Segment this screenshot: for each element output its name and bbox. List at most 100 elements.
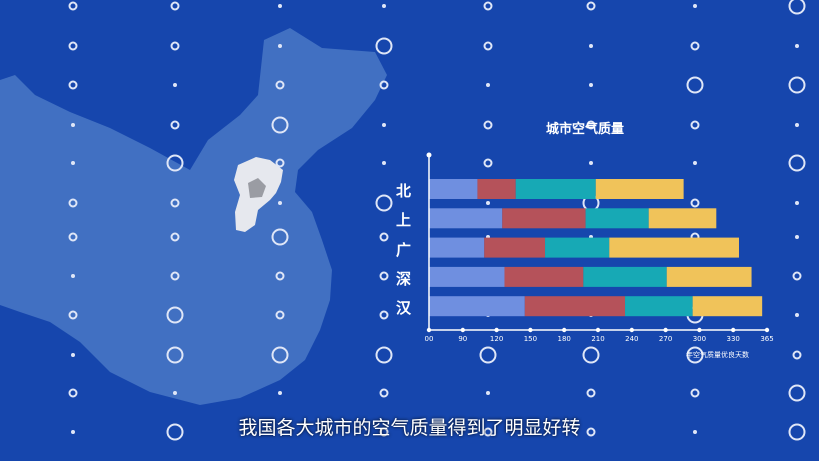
decor-dot xyxy=(483,1,493,11)
bar-segment xyxy=(609,237,739,258)
decor-dot xyxy=(375,194,393,212)
decor-dot xyxy=(379,388,389,398)
x-tick xyxy=(663,327,668,333)
decor-dot xyxy=(71,123,75,127)
decor-dot xyxy=(379,427,389,437)
decor-dot xyxy=(690,41,700,51)
decor-dot xyxy=(795,44,799,48)
category-label: 北 xyxy=(396,182,412,200)
decor-dot xyxy=(71,430,75,434)
decor-dot xyxy=(382,4,386,8)
decor-dot xyxy=(375,346,393,364)
bar-segment xyxy=(504,266,584,287)
x-tick xyxy=(562,327,567,333)
decor-dot xyxy=(166,423,184,441)
decor-dot xyxy=(795,201,799,205)
decor-dot xyxy=(173,391,177,395)
decor-dot xyxy=(271,346,289,364)
decor-dot xyxy=(68,310,78,320)
decor-dot xyxy=(173,83,177,87)
bar-segment xyxy=(585,208,649,229)
decor-dot xyxy=(379,310,389,320)
decor-dot xyxy=(486,201,490,205)
decor-dot xyxy=(788,423,806,441)
decor-dot xyxy=(71,353,75,357)
bar-segment xyxy=(429,237,485,258)
x-tick-label: 330 xyxy=(726,335,740,343)
x-tick-label: 240 xyxy=(625,335,639,343)
decor-dot xyxy=(379,80,389,90)
category-label: 汉 xyxy=(396,299,412,318)
decor-dot xyxy=(68,1,78,11)
chart-title: 城市空气质量 xyxy=(545,122,624,137)
decor-dot xyxy=(275,271,285,281)
bar-segment xyxy=(429,296,525,317)
decor-dot xyxy=(68,41,78,51)
beijing-region xyxy=(248,178,266,198)
china-map xyxy=(0,28,387,405)
decor-dot xyxy=(693,4,697,8)
decor-dot xyxy=(170,198,180,208)
decor-dot xyxy=(792,350,802,360)
decor-dot xyxy=(586,1,596,11)
x-tick-label: 120 xyxy=(489,335,504,343)
bar-segment xyxy=(583,266,667,287)
bar-segment xyxy=(595,179,684,199)
decor-dot xyxy=(589,83,593,87)
decor-dot xyxy=(788,0,806,15)
decor-dot xyxy=(278,201,282,205)
decor-dot xyxy=(278,430,282,434)
decor-dot xyxy=(483,120,493,130)
x-tick-label: 270 xyxy=(658,335,673,343)
bar-segment xyxy=(429,266,505,287)
decor-dot xyxy=(379,232,389,242)
decor-dot xyxy=(166,346,184,364)
x-tick xyxy=(697,327,702,333)
decor-dot xyxy=(68,388,78,398)
decor-dot xyxy=(795,235,799,239)
decor-dot xyxy=(586,427,596,437)
decor-dot xyxy=(68,80,78,90)
x-tick xyxy=(426,327,432,333)
decor-dot xyxy=(586,388,596,398)
decor-dot xyxy=(278,391,282,395)
decor-dot xyxy=(278,44,282,48)
x-tick-label: 00 xyxy=(424,335,434,343)
bar-segment xyxy=(648,208,717,229)
decor-dot xyxy=(795,123,799,127)
bar-segment xyxy=(484,237,546,258)
decor-dot xyxy=(166,306,184,324)
decor-dot xyxy=(275,310,285,320)
category-label: 广 xyxy=(396,240,412,259)
subtitle-caption: 我国各大城市的空气质量得到了明显好转 xyxy=(238,417,581,439)
decor-dot xyxy=(589,44,593,48)
decor-dot xyxy=(586,120,596,130)
decor-dot xyxy=(483,427,493,437)
decor-dot xyxy=(71,274,75,278)
x-tick xyxy=(460,327,465,333)
decor-dot xyxy=(788,154,806,172)
x-tick-label: 180 xyxy=(557,335,571,343)
x-tick xyxy=(595,327,601,333)
bar-segment xyxy=(429,179,478,199)
decor-dot xyxy=(278,4,282,8)
x-tick-label: 210 xyxy=(591,335,605,343)
y-axis-top xyxy=(426,152,432,158)
decor-dot xyxy=(170,1,180,11)
x-tick xyxy=(528,327,533,333)
decor-dot xyxy=(382,123,386,127)
decor-dot xyxy=(792,271,802,281)
bar-segment xyxy=(524,296,626,317)
decor-dot xyxy=(271,116,289,134)
bar-segment xyxy=(502,208,586,229)
decor-dot xyxy=(170,271,180,281)
bar-segment xyxy=(429,208,503,229)
x-tick-label: 150 xyxy=(523,335,538,343)
decor-dot xyxy=(582,346,600,364)
decor-dot xyxy=(483,41,493,51)
decor-dot xyxy=(71,161,75,165)
decor-dot xyxy=(693,430,697,434)
category-label: 深 xyxy=(396,269,412,288)
